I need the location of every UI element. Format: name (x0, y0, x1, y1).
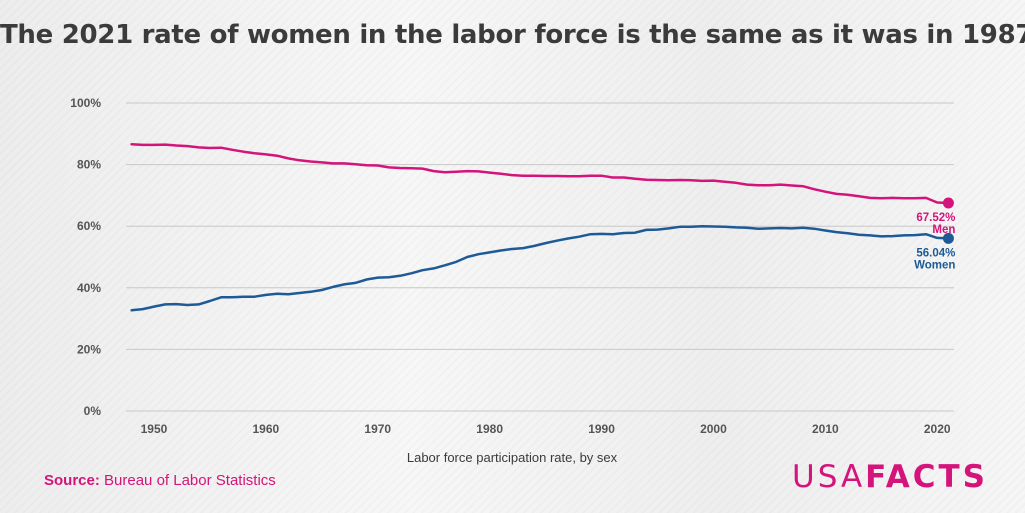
y-tick-label: 20% (77, 342, 101, 356)
source-note: Source: Bureau of Labor Statistics (44, 472, 276, 489)
logo-part-facts: FACTS (865, 459, 988, 495)
series-end-point-women (942, 232, 954, 244)
y-tick-label: 60% (77, 219, 101, 233)
y-tick-label: 40% (77, 281, 101, 295)
series-lines (130, 143, 954, 312)
usafacts-logo: USAFACTS (792, 459, 988, 495)
y-tick-label: 80% (77, 158, 101, 172)
y-tick-label: 100% (70, 96, 101, 110)
x-tick-label: 2010 (812, 422, 839, 436)
x-tick-label: 1960 (253, 422, 280, 436)
grid-lines (126, 102, 954, 412)
x-tick-label: 1950 (141, 422, 168, 436)
x-axis-label: Labor force participation rate, by sex (407, 450, 618, 465)
series-line-women (130, 224, 950, 312)
series-end-name-men: Men (932, 224, 955, 236)
series-end-value-women: 56.04% (916, 247, 955, 259)
logo-part-usa: USA (792, 459, 866, 495)
x-tick-label: 2020 (924, 422, 951, 436)
x-tick-label: 1990 (588, 422, 615, 436)
source-text: Bureau of Labor Statistics (104, 472, 276, 489)
series-end-point-men (942, 197, 954, 209)
source-label: Source: (44, 472, 100, 489)
y-axis-tick-labels: 0% 20% 40% 60% 80% 100% (70, 96, 101, 418)
x-tick-label: 2000 (700, 422, 727, 436)
series-end-name-women: Women (914, 259, 955, 271)
x-tick-label: 1970 (364, 422, 391, 436)
series-end-labels: 67.52%Men 56.04%Women (914, 212, 955, 271)
series-end-value-men: 67.52% (916, 212, 955, 224)
chart-title: The 2021 rate of women in the labor forc… (0, 20, 1025, 50)
x-tick-label: 1980 (476, 422, 503, 436)
y-tick-label: 0% (84, 404, 102, 418)
x-axis-tick-labels: 1950 1960 1970 1980 1990 2000 2010 2020 (141, 422, 951, 436)
series-line-men (130, 143, 950, 205)
